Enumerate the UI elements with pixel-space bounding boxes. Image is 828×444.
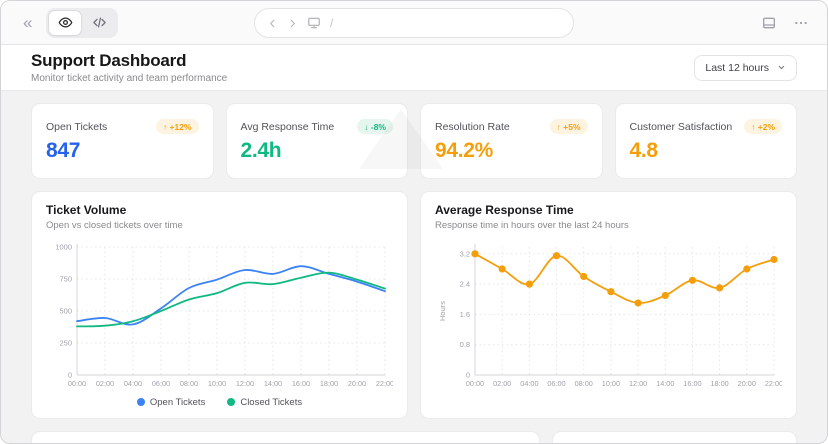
svg-text:750: 750 [59,275,72,284]
svg-text:04:00: 04:00 [124,379,142,388]
svg-text:3.2: 3.2 [460,249,470,258]
recent-activity-card: Recent Activity [31,431,541,443]
charts-row: Ticket Volume Open vs closed tickets ove… [31,191,797,419]
forward-icon[interactable] [287,18,298,29]
legend-dot [227,398,236,406]
svg-text:14:00: 14:00 [656,379,674,388]
legend-item-closed-tickets: Closed Tickets [227,394,302,410]
stats-row: Open Tickets ↑ +12% 847 Avg Response Tim… [31,103,797,179]
svg-text:20:00: 20:00 [348,379,366,388]
stat-card-avg-response: Avg Response Time ↓ -8% 2.4h [225,103,408,179]
svg-text:18:00: 18:00 [710,379,728,388]
svg-text:16:00: 16:00 [683,379,701,388]
svg-text:0: 0 [466,371,470,380]
svg-text:06:00: 06:00 [547,379,565,388]
stat-delta-badge: ↑ +12% [155,119,199,134]
svg-text:10:00: 10:00 [602,379,620,388]
svg-text:22:00: 22:00 [765,379,782,388]
svg-text:20:00: 20:00 [738,379,756,388]
stat-delta-badge: ↑ +2% [744,119,782,134]
svg-text:12:00: 12:00 [236,379,254,388]
svg-text:04:00: 04:00 [520,379,538,388]
stat-value: 2.4h [240,139,282,162]
svg-text:06:00: 06:00 [152,379,170,388]
svg-text:00:00: 00:00 [466,379,484,388]
view-mode-toggle [46,7,119,38]
dashboard-main: Open Tickets ↑ +12% 847 Avg Response Tim… [1,91,827,443]
svg-text:18:00: 18:00 [320,379,338,388]
stat-label: Open Tickets [46,120,108,133]
svg-text:250: 250 [59,339,72,348]
legend-dot [136,398,145,406]
agent-performance-card: Agent Performance [552,431,797,443]
chevron-down-icon [778,65,785,70]
avg-response-time-chart: 0 0.8 1.6 2.4 3.2 00:00 02:00 04:00 06:00 08:00 10… [435,240,783,390]
time-range-select[interactable]: Last 12 hours [694,54,797,81]
monitor-icon [308,17,320,29]
chart-legend: Open Tickets Closed Tickets [46,394,393,410]
avg-response-time-card: Average Response Time Response time in h… [420,191,797,419]
svg-text:14:00: 14:00 [264,379,282,388]
svg-text:500: 500 [59,307,72,316]
svg-text:Hours: Hours [438,301,447,321]
url-bar[interactable]: / [254,8,574,38]
svg-text:08:00: 08:00 [575,379,593,388]
chart-subtitle: Open vs closed tickets over time [46,220,183,231]
chart-subtitle: Response time in hours over the last 24 … [435,220,629,231]
page-subtitle: Monitor ticket activity and team perform… [31,73,228,84]
stat-delta-badge: ↑ +5% [549,119,588,134]
browser-toolbar: « / [1,1,827,45]
stat-value: 847 [46,139,81,162]
stat-label: Avg Response Time [240,120,335,133]
preview-eye-icon[interactable] [48,9,83,36]
stat-card-resolution-rate: Resolution Rate ↑ +5% 94.2% [420,103,603,179]
legend-item-open-tickets: Open Tickets [136,394,205,410]
svg-text:00:00: 00:00 [68,379,86,388]
svg-text:22:00: 22:00 [376,379,393,388]
toolbar-right [761,15,809,31]
stat-value: 4.8 [629,139,659,162]
svg-text:0: 0 [68,371,72,380]
page-title: Support Dashboard [31,51,187,70]
svg-text:1000: 1000 [55,243,72,252]
svg-text:02:00: 02:00 [493,379,511,388]
collapse-sidebar-icon[interactable]: « [19,12,36,33]
stat-label: Resolution Rate [435,120,510,133]
ticket-volume-chart: 0 250 500 750 1000 00:00 02:00 04:00 06:00 08:00 1… [46,240,394,390]
time-range-value: Last 12 hours [705,61,769,74]
svg-text:12:00: 12:00 [629,379,647,388]
stat-card-customer-satisfaction: Customer Satisfaction ↑ +2% 4.8 [614,103,797,179]
url-path: / [330,16,334,30]
more-options-icon[interactable] [793,15,809,31]
svg-text:10:00: 10:00 [208,379,226,388]
panel-bottom-icon[interactable] [761,15,777,31]
ticket-volume-card: Ticket Volume Open vs closed tickets ove… [31,191,408,419]
chart-title: Average Response Time [435,203,574,217]
stat-card-open-tickets: Open Tickets ↑ +12% 847 [31,103,214,179]
chart-title: Ticket Volume [46,203,127,217]
stat-delta-badge: ↓ -8% [357,119,393,134]
stat-value: 94.2% [435,139,494,162]
svg-text:02:00: 02:00 [96,379,114,388]
back-icon[interactable] [267,18,278,29]
svg-text:1.6: 1.6 [460,310,470,319]
stat-label: Customer Satisfaction [629,120,733,133]
svg-text:08:00: 08:00 [180,379,198,388]
page-header: Support Dashboard Monitor ticket activit… [1,45,827,91]
svg-text:2.4: 2.4 [460,280,470,289]
svg-text:0.8: 0.8 [460,340,470,349]
code-icon[interactable] [82,10,116,36]
bottom-row: Recent Activity Agent Performance [31,431,797,443]
svg-text:16:00: 16:00 [292,379,310,388]
